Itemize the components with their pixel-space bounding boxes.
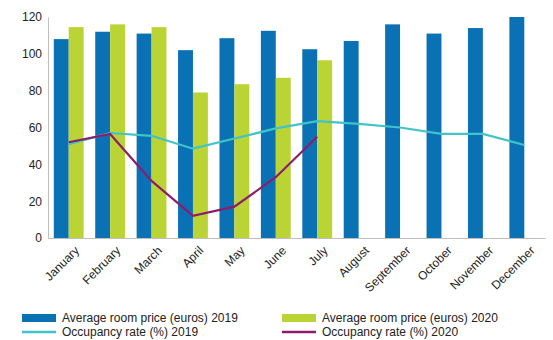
tick: 60: [29, 121, 48, 135]
bar: [152, 27, 167, 238]
tick: September: [362, 238, 413, 295]
bar: [317, 60, 332, 238]
tick-label: 80: [29, 84, 43, 98]
plot-area: [54, 17, 524, 238]
legend-label: Average room price (euros) 2019: [62, 311, 238, 325]
tick-label: February: [80, 243, 124, 287]
tick: 20: [29, 195, 48, 209]
tick-label: April: [179, 243, 206, 270]
tick-label: 0: [35, 231, 42, 245]
tick-label: August: [336, 243, 373, 280]
line: [69, 121, 525, 149]
bar: [261, 31, 276, 238]
tick: February: [80, 238, 124, 287]
legend-swatch: [282, 331, 316, 334]
legend-swatch: [22, 331, 56, 334]
tick-label: May: [222, 243, 248, 269]
axis-line: [49, 238, 546, 239]
legend-label: Average room price (euros) 2020: [322, 311, 498, 325]
bar: [385, 24, 400, 238]
axis-line: [48, 18, 49, 239]
tick: May: [222, 238, 248, 269]
legend-item: Average room price (euros) 2020: [282, 311, 498, 325]
legend: Average room price (euros) 2019 Average r…: [22, 311, 498, 339]
tick: 100: [22, 47, 48, 61]
y-axis: 0 20 40 60 80 100 120: [22, 10, 49, 245]
tick: August: [336, 238, 373, 280]
x-axis: JanuaryFebruaryMarch April May June JulyAugu…: [42, 238, 546, 295]
tick: October: [415, 238, 455, 284]
legend-item: Occupancy rate (%) 2019: [22, 325, 198, 339]
bar: [54, 39, 69, 238]
tick-label: 20: [29, 195, 43, 209]
bar: [509, 17, 524, 238]
bar: [344, 41, 359, 238]
tick-label: 120: [22, 10, 42, 24]
legend-swatch: [22, 314, 56, 322]
tick-label: September: [362, 243, 413, 294]
legend-label: Occupancy rate (%) 2020: [322, 325, 458, 339]
tick-label: June: [261, 243, 290, 272]
tick-label: March: [131, 243, 164, 276]
tick: June: [261, 238, 290, 272]
tick: July: [306, 238, 331, 268]
bar: [69, 27, 84, 238]
tick-label: December: [489, 243, 538, 292]
bar: [234, 84, 249, 238]
legend-item: Average room price (euros) 2019: [22, 311, 238, 325]
chart: 0 20 40 60 80 100 120 JanuaryFebruaryMarch April…: [0, 0, 553, 340]
bar: [276, 78, 291, 238]
tick-label: January: [42, 243, 82, 283]
tick: 120: [22, 10, 48, 24]
bar-series: [54, 17, 524, 238]
tick: 80: [29, 84, 48, 98]
bar: [110, 24, 125, 238]
tick-label: November: [447, 243, 496, 292]
tick: April: [179, 238, 206, 270]
tick: January: [42, 238, 82, 284]
tick-label: 40: [29, 158, 43, 172]
line: [69, 134, 318, 216]
tick-label: 100: [22, 47, 42, 61]
tick: December: [489, 238, 538, 292]
tick: 40: [29, 158, 48, 172]
bar-series: [69, 24, 332, 238]
tick: November: [447, 238, 496, 292]
tick-label: October: [415, 243, 455, 283]
legend-label: Occupancy rate (%) 2019: [62, 325, 198, 339]
tick: March: [131, 238, 164, 277]
tick-label: 60: [29, 121, 43, 135]
legend-swatch: [282, 314, 316, 322]
tick-label: July: [306, 243, 331, 268]
tick: 0: [35, 231, 48, 245]
legend-item: Occupancy rate (%) 2020: [282, 325, 458, 339]
bar: [427, 34, 442, 238]
